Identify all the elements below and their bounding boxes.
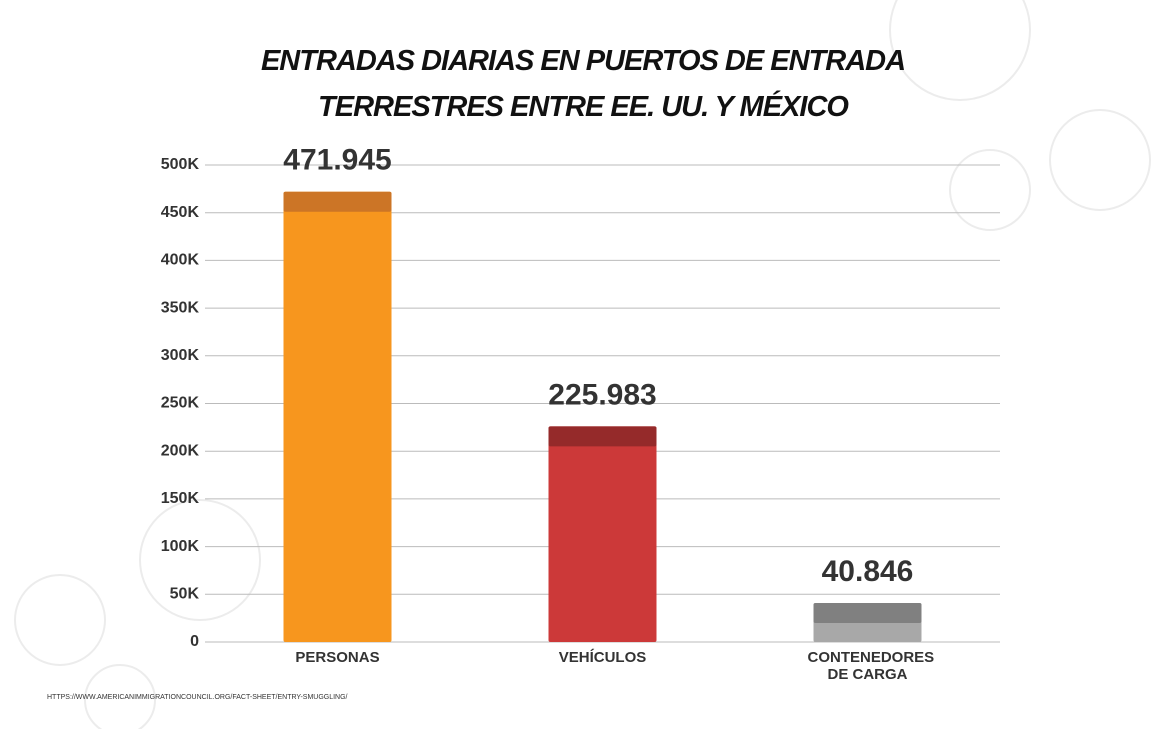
value-label: 225.983: [548, 378, 656, 411]
y-tick-label: 100K: [161, 538, 200, 555]
y-tick-label: 0: [190, 633, 199, 650]
y-tick-label: 450K: [161, 204, 200, 221]
y-tick-label: 300K: [161, 347, 200, 364]
y-tick-label: 50K: [170, 586, 200, 603]
y-tick-label: 200K: [161, 442, 200, 459]
x-tick-label: CONTENEDORES DE CARGA: [807, 649, 935, 683]
bar-cap: [548, 426, 657, 447]
bar-cap: [813, 603, 922, 624]
value-label: 471.945: [283, 144, 391, 177]
bar: [548, 426, 657, 642]
bar: [283, 191, 392, 642]
bar-cap: [283, 191, 392, 212]
value-label: 40.846: [822, 555, 914, 588]
x-tick-label: PERSONAS: [295, 649, 380, 666]
y-tick-label: 500K: [161, 156, 200, 173]
y-tick-label: 250K: [161, 395, 200, 412]
y-tick-label: 400K: [161, 252, 200, 269]
y-tick-label: 350K: [161, 299, 200, 316]
source: HTTPS://WWW.AMERICANIMMIGRATIONCOUNCIL.O…: [47, 694, 348, 701]
x-tick-label: VEHÍCULOS: [558, 649, 647, 666]
chart-title: ENTRADAS DIARIAS EN PUERTOS DE ENTRADA T…: [260, 45, 906, 123]
y-tick-label: 150K: [161, 490, 200, 507]
decoration: [14, 0, 1151, 729]
